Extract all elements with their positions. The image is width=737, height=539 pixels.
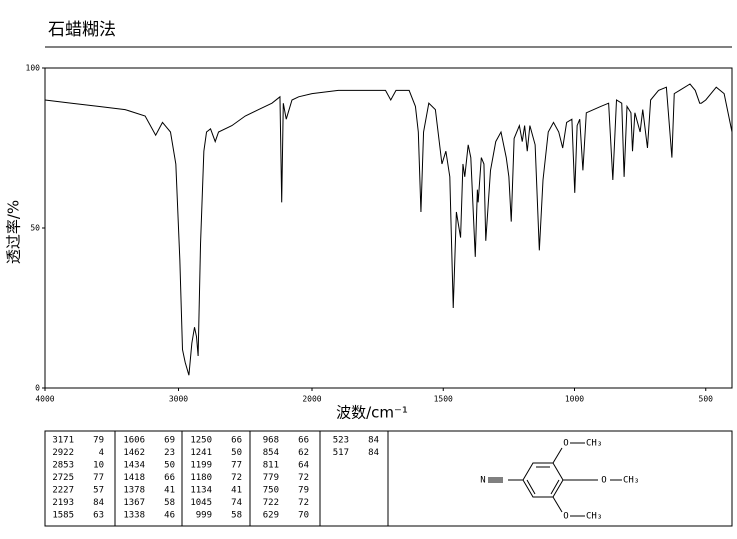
peak-transmittance: 50 — [164, 461, 175, 471]
peak-wavenumber: 1180 — [190, 473, 212, 483]
x-tick-label: 2000 — [302, 395, 321, 404]
x-tick-label: 4000 — [35, 395, 54, 404]
page-title: 石蜡糊法 — [48, 20, 116, 40]
peak-transmittance: 66 — [231, 436, 242, 446]
peak-wavenumber: 1434 — [123, 461, 145, 471]
y-axis-label: 透过率/% — [5, 200, 23, 264]
atom-label: O — [601, 476, 606, 486]
peak-transmittance: 77 — [231, 461, 242, 471]
peak-wavenumber: 1585 — [52, 511, 74, 521]
peak-transmittance: 72 — [298, 498, 309, 508]
peak-wavenumber: 523 — [333, 436, 349, 446]
peak-wavenumber: 517 — [333, 448, 349, 458]
peak-transmittance: 79 — [298, 486, 309, 496]
peak-wavenumber: 2193 — [52, 498, 74, 508]
peak-transmittance: 41 — [231, 486, 242, 496]
y-tick-label: 0 — [35, 384, 40, 393]
peak-wavenumber: 811 — [263, 461, 279, 471]
peak-transmittance: 69 — [164, 436, 175, 446]
peak-transmittance: 4 — [99, 448, 104, 458]
peak-wavenumber: 1462 — [123, 448, 145, 458]
peak-transmittance: 84 — [368, 436, 379, 446]
peak-transmittance: 66 — [164, 473, 175, 483]
peak-transmittance: 64 — [298, 461, 309, 471]
peak-transmittance: 84 — [368, 448, 379, 458]
peak-wavenumber: 2227 — [52, 486, 74, 496]
peak-wavenumber: 3171 — [52, 436, 74, 446]
peak-transmittance: 46 — [164, 511, 175, 521]
peak-transmittance: 62 — [298, 448, 309, 458]
peak-wavenumber: 1199 — [190, 461, 212, 471]
peak-wavenumber: 1045 — [190, 498, 212, 508]
peak-transmittance: 77 — [93, 473, 104, 483]
peak-wavenumber: 750 — [263, 486, 279, 496]
x-tick-label: 1500 — [434, 395, 453, 404]
atom-label: O — [563, 439, 568, 449]
peak-transmittance: 23 — [164, 448, 175, 458]
peak-wavenumber: 999 — [196, 511, 212, 521]
peak-wavenumber: 1418 — [123, 473, 145, 483]
peak-transmittance: 58 — [231, 511, 242, 521]
peak-transmittance: 63 — [93, 511, 104, 521]
peak-transmittance: 10 — [93, 461, 104, 471]
peak-transmittance: 72 — [298, 473, 309, 483]
peak-wavenumber: 2922 — [52, 448, 74, 458]
peak-transmittance: 41 — [164, 486, 175, 496]
spectrum-line — [44, 83, 733, 376]
peak-wavenumber: 2853 — [52, 461, 74, 471]
peak-wavenumber: 968 — [263, 436, 279, 446]
peak-transmittance: 79 — [93, 436, 104, 446]
atom-label: O — [563, 512, 568, 522]
peak-transmittance: 84 — [93, 498, 104, 508]
peak-wavenumber: 1367 — [123, 498, 145, 508]
peak-wavenumber: 1241 — [190, 448, 212, 458]
atom-label: CH₃ — [586, 512, 602, 522]
peak-transmittance: 74 — [231, 498, 242, 508]
peak-wavenumber: 1338 — [123, 511, 145, 521]
peak-wavenumber: 779 — [263, 473, 279, 483]
peak-transmittance: 70 — [298, 511, 309, 521]
molecule-bonds — [488, 442, 622, 517]
x-tick-label: 3000 — [169, 395, 188, 404]
x-tick-label: 1000 — [565, 395, 584, 404]
peak-wavenumber: 854 — [263, 448, 279, 458]
peak-wavenumber: 1134 — [190, 486, 212, 496]
atom-label: CH₃ — [623, 476, 639, 486]
peak-wavenumber: 629 — [263, 511, 279, 521]
peak-wavenumber: 1250 — [190, 436, 212, 446]
peak-wavenumber: 722 — [263, 498, 279, 508]
peak-wavenumber: 1378 — [123, 486, 145, 496]
peak-transmittance: 50 — [231, 448, 242, 458]
y-tick-label: 100 — [26, 64, 41, 73]
x-axis-label: 波数/cm⁻¹ — [336, 404, 408, 422]
peak-transmittance: 57 — [93, 486, 104, 496]
x-tick-label: 500 — [699, 395, 714, 404]
y-tick-label: 50 — [30, 224, 40, 233]
peak-wavenumber: 1606 — [123, 436, 145, 446]
atom-label: N — [480, 476, 485, 486]
peak-transmittance: 66 — [298, 436, 309, 446]
peak-wavenumber: 2725 — [52, 473, 74, 483]
peak-transmittance: 72 — [231, 473, 242, 483]
plot-frame — [44, 67, 733, 389]
atom-label: CH₃ — [586, 439, 602, 449]
peak-transmittance: 58 — [164, 498, 175, 508]
